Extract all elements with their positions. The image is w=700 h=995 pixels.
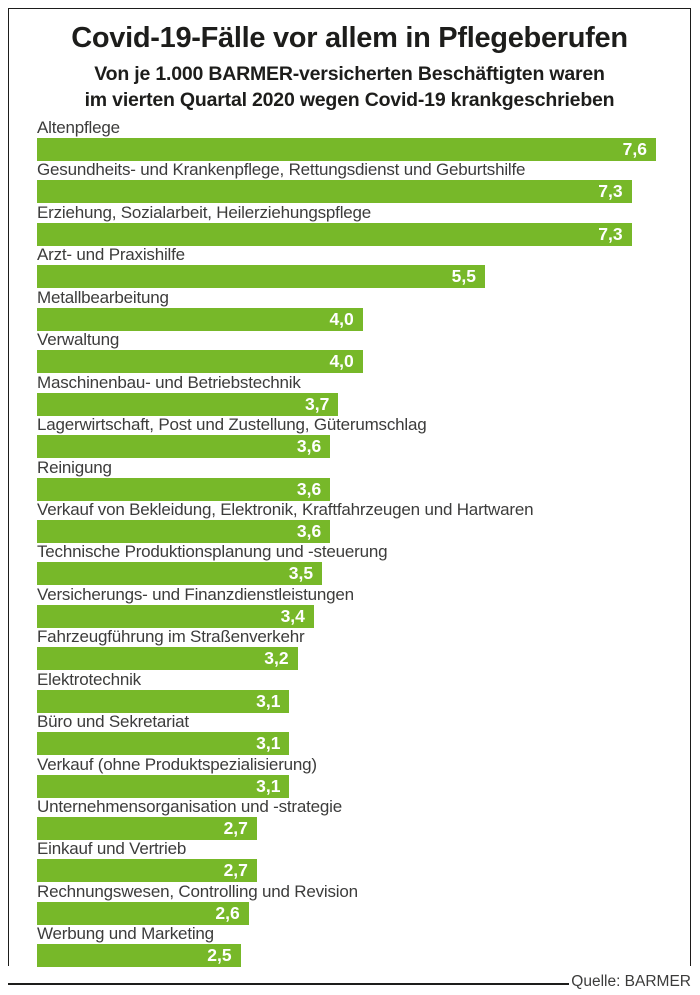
bar-value-label: 3,6 — [296, 436, 322, 457]
bar: 7,3 — [37, 222, 632, 246]
chart-row: Metallbearbeitung 4,0 — [37, 287, 656, 331]
category-label: Metallbearbeitung — [37, 287, 169, 307]
category-label: Altenpflege — [37, 118, 120, 137]
bar-value-label: 3,1 — [256, 690, 281, 711]
source-divider-line — [8, 983, 570, 985]
bar-chart: Altenpflege 7,6 Gesundheits- und Krankenpf… — [37, 119, 656, 968]
bar: 3,2 — [37, 647, 298, 671]
bar: 3,6 — [37, 519, 331, 543]
bar: 4,0 — [37, 350, 363, 374]
bar-value-label: 3,1 — [256, 775, 281, 796]
bar: 2,7 — [37, 817, 257, 840]
chart-row: Büro und Sekretariat 3,1 — [37, 712, 656, 756]
category-label: Elektrotechnik — [37, 669, 141, 689]
category-label: Büro und Sekretariat — [37, 712, 189, 732]
chart-row: Reinigung 3,6 — [37, 457, 656, 501]
bar: 2,7 — [37, 859, 257, 883]
chart-subtitle: Von je 1.000 BARMER-versicherten Beschäf… — [9, 61, 690, 113]
subtitle-line-2: im vierten Quartal 2020 wegen Covid-19 k… — [84, 89, 615, 111]
bar-value-label: 7,3 — [598, 223, 623, 244]
bar: 3,4 — [37, 604, 314, 628]
category-label: Verkauf (ohne Produktspezialisierung) — [37, 754, 317, 774]
chart-row: Versicherungs- und Finanzdienstleistunge… — [37, 584, 656, 628]
page-title: Covid-19-Fälle vor allem in Pflegeberufe… — [71, 22, 628, 54]
bar: 2,6 — [37, 901, 249, 925]
category-label: Fahrzeugführung im Straßenverkehr — [37, 627, 305, 647]
bar: 7,3 — [37, 180, 632, 204]
category-label: Rechnungswesen, Controlling und Revision — [37, 881, 358, 901]
category-label: Reinigung — [37, 457, 112, 477]
bar: 3,1 — [37, 732, 290, 756]
bar-value-label: 2,7 — [223, 818, 248, 838]
bar: 3,6 — [37, 435, 331, 459]
bar: 3,1 — [37, 774, 290, 798]
category-label: Technische Produktionsplanung und -steue… — [37, 542, 388, 562]
bar-value-label: 2,6 — [215, 902, 240, 923]
subtitle-line-1: Von je 1.000 BARMER-versicherten Beschäf… — [94, 63, 605, 85]
chart-row: Einkauf und Vertrieb 2,7 — [37, 839, 656, 883]
category-label: Maschinenbau- und Betriebstechnik — [37, 372, 301, 392]
category-label: Werbung und Marketing — [37, 924, 214, 944]
bar: 5,5 — [37, 265, 485, 289]
chart-row: Elektrotechnik 3,1 — [37, 669, 656, 713]
bar-value-label: 3,7 — [305, 393, 330, 414]
category-label: Unternehmensorganisation und -strategie — [37, 797, 342, 816]
bar-value-label: 3,5 — [288, 563, 314, 584]
bar-value-label: 2,7 — [223, 860, 248, 881]
chart-row: Technische Produktionsplanung und -steue… — [37, 542, 656, 586]
category-label: Lagerwirtschaft, Post und Zustellung, Gü… — [37, 415, 427, 435]
bar: 4,0 — [37, 307, 363, 331]
chart-row: Altenpflege 7,6 — [37, 119, 656, 161]
bar-value-label: 4,0 — [329, 308, 354, 329]
chart-row: Maschinenbau- und Betriebstechnik 3,7 — [37, 372, 656, 416]
bar-value-label: 7,3 — [598, 181, 623, 202]
bar-value-label: 3,6 — [296, 520, 322, 541]
bar-value-label: 3,1 — [256, 733, 281, 754]
category-label: Versicherungs- und Finanzdienstleistunge… — [37, 584, 354, 604]
category-label: Erziehung, Sozialarbeit, Heilerziehungsp… — [37, 202, 372, 222]
category-label: Einkauf und Vertrieb — [37, 839, 187, 859]
chart-row: Werbung und Marketing 2,5 — [37, 924, 656, 968]
chart-row: Lagerwirtschaft, Post und Zustellung, Gü… — [37, 415, 656, 459]
bar: 7,6 — [37, 138, 656, 161]
chart-frame: Covid-19-Fälle vor allem in Pflegeberufe… — [8, 8, 691, 968]
chart-row: Gesundheits- und Krankenpflege, Rettungs… — [37, 160, 656, 204]
chart-row: Arzt- und Praxishilfe 5,5 — [37, 245, 656, 289]
source-label: Quelle: BARMER — [571, 973, 691, 990]
bar: 3,5 — [37, 562, 323, 586]
bar: 3,7 — [37, 392, 339, 416]
chart-row: Verkauf (ohne Produktspezialisierung) 3,1 — [37, 754, 656, 798]
category-label: Verwaltung — [37, 330, 120, 350]
bar-value-label: 5,5 — [451, 266, 476, 287]
bar: 3,6 — [37, 477, 331, 501]
category-label: Verkauf von Bekleidung, Elektronik, Kraf… — [37, 499, 534, 519]
chart-row: Unternehmensorganisation und -strategie 2… — [37, 798, 656, 840]
bar-value-label: 7,6 — [622, 139, 647, 159]
source-row: Quelle: BARMER — [8, 966, 691, 992]
bar-value-label: 3,2 — [264, 648, 289, 669]
bar-value-label: 2,5 — [207, 945, 232, 966]
chart-row: Fahrzeugführung im Straßenverkehr 3,2 — [37, 627, 656, 671]
bar: 2,5 — [37, 944, 241, 968]
bar-value-label: 3,4 — [280, 605, 305, 626]
bar: 3,1 — [37, 689, 290, 713]
bar-value-label: 3,6 — [296, 478, 322, 499]
category-label: Gesundheits- und Krankenpflege, Rettungs… — [37, 160, 526, 180]
chart-row: Verwaltung 4,0 — [37, 330, 656, 374]
chart-row: Verkauf von Bekleidung, Elektronik, Kraf… — [37, 499, 656, 543]
category-label: Arzt- und Praxishilfe — [37, 245, 185, 265]
chart-row: Erziehung, Sozialarbeit, Heilerziehungsp… — [37, 202, 656, 246]
bar-value-label: 4,0 — [329, 351, 354, 372]
chart-row: Rechnungswesen, Controlling und Revision… — [37, 881, 656, 925]
